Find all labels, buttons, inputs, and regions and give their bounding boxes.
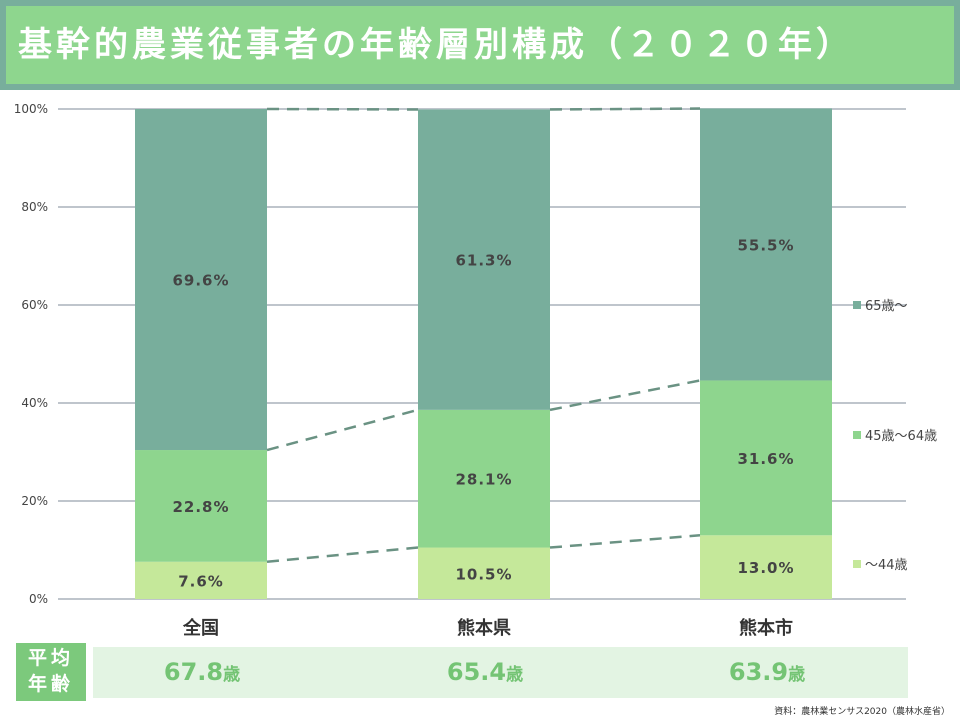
connector-line	[549, 534, 701, 549]
average-age-row: 67.8歳 65.4歳 63.9歳	[93, 647, 908, 698]
bar-segment	[135, 450, 267, 562]
connector-line	[549, 107, 701, 111]
data-label: 7.6%	[178, 572, 224, 590]
legend-label: 〜44歳	[865, 558, 908, 573]
bar-segment	[418, 547, 550, 599]
bar-segment	[135, 561, 267, 599]
y-tick-label: 20%	[21, 494, 48, 508]
legend-swatch	[853, 560, 861, 568]
data-label: 31.6%	[737, 450, 794, 468]
average-age-label: 平均 年齢	[16, 643, 86, 701]
category-label: 熊本県	[457, 617, 511, 639]
connector-line	[266, 408, 419, 452]
data-label: 13.0%	[737, 559, 794, 577]
y-tick-label: 0%	[29, 592, 48, 606]
data-label: 22.8%	[172, 498, 229, 516]
y-tick-label: 100%	[14, 102, 48, 116]
bar-segment	[700, 380, 832, 536]
legend-swatch	[853, 301, 861, 309]
data-label: 28.1%	[455, 471, 512, 489]
y-tick-label: 60%	[21, 298, 48, 312]
category-label: 熊本市	[739, 617, 793, 639]
legend-swatch	[853, 431, 861, 439]
bar-segment	[700, 535, 832, 599]
connector-line	[266, 546, 419, 564]
data-label: 69.6%	[172, 272, 229, 290]
source-note: 資料：農林業センサス2020（農林水産省）	[774, 707, 950, 717]
bar-segment	[135, 109, 267, 451]
connector-line	[549, 379, 701, 412]
y-tick-label: 80%	[21, 200, 48, 214]
bar-segment	[418, 109, 550, 410]
legend-label: 45歳〜64歳	[865, 429, 937, 444]
bar-segment	[418, 409, 550, 548]
average-age-value: 63.9歳	[728, 658, 806, 686]
stacked-bar-chart: 0% 20% 40% 60% 80% 100% 7.6% 22.8% 69.6% 全国 10.5% 2…	[14, 102, 937, 639]
data-label: 55.5%	[737, 236, 794, 254]
average-age-value: 65.4歳	[446, 658, 524, 686]
average-age-value: 67.8歳	[163, 658, 241, 686]
y-tick-label: 40%	[21, 396, 48, 410]
category-label: 全国	[182, 617, 219, 639]
bar-segment	[700, 108, 832, 381]
data-label: 10.5%	[455, 565, 512, 583]
chart-title: 基幹的農業従事者の年齢層別構成（２０２０年）	[0, 0, 960, 90]
legend-label: 65歳〜	[865, 299, 908, 314]
data-label: 61.3%	[455, 252, 512, 270]
